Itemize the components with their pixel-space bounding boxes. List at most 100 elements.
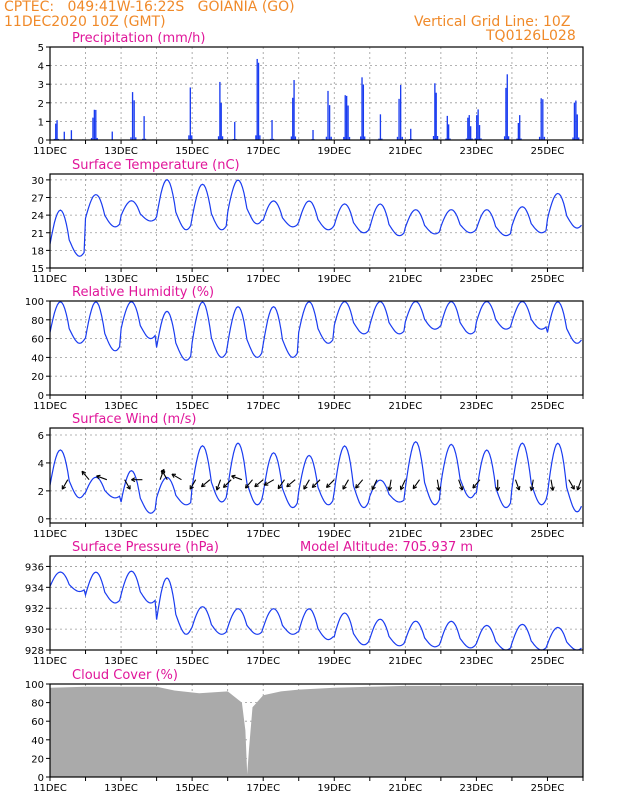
precip-bar [542,99,544,140]
precip-bar [361,77,363,140]
y-tick-label: 4 [38,62,44,73]
wind-arrow-shaft [400,479,406,490]
precip-bar [364,136,366,140]
precip-bar [327,90,329,140]
wind-arrow-head [254,485,259,488]
wind-arrow-head [388,487,393,491]
wind-arrow-head [263,481,267,486]
wind-arrow-head [201,485,206,488]
precip-bar [292,97,294,140]
precip-bar [344,95,346,140]
precip-bar [63,131,65,140]
wind-arrow-shaft [254,479,264,488]
y-tick-label: 21 [31,229,44,240]
wind-arrow-head [161,469,166,473]
wind-arrow-head [216,486,221,491]
precip-bar [95,109,97,140]
precip-bar [256,58,258,140]
y-tick-label: 60 [31,335,44,346]
precip-bar [221,136,224,140]
y-tick-label: 2 [38,487,44,498]
wind-arrow [399,479,406,491]
wind-arrow-head [311,483,314,488]
y-tick-label: 3 [38,80,44,91]
precip-bar [294,136,297,140]
precip-bar [381,138,383,140]
y-tick-label: 932 [25,604,44,615]
wind-arrow-head [529,486,532,491]
precip-bar [90,137,93,140]
y-tick-label: 6 [38,431,44,442]
panel-frame [49,555,584,651]
precip-bar [410,128,412,140]
wind-arrow [263,479,275,486]
x-tick-label: 19DEC [317,783,351,794]
wind-arrow [355,479,364,489]
wind-arrow-shaft [96,475,108,481]
wind-arrow-head [245,486,250,489]
wind-arrow-head [131,479,136,483]
precip-bar [436,136,439,140]
wind-arrow-shaft [264,479,275,486]
wind-arrow-shaft [355,479,364,489]
x-tick-label: 17DEC [246,274,280,285]
precip-bar [480,138,482,140]
wind-arrow-head [371,486,376,491]
precip-bar [70,130,73,140]
y-tick-label: 928 [25,646,44,657]
precip-bar [379,114,382,140]
x-tick-label: 25DEC [531,529,565,540]
wind-arrow [189,479,197,490]
x-tick-label: 23DEC [460,656,494,667]
wind-arrow [342,479,349,490]
wind-arrow-shaft [303,479,310,490]
wind-arrow-head [355,486,360,489]
y-tick-label: 936 [25,562,44,573]
precip-bar [506,74,508,140]
panel-1 [46,173,584,272]
precip-bar [435,92,437,140]
precip-bar [378,138,380,140]
wind-arrow-shaft [550,479,554,491]
precip-bar [476,115,478,140]
precip-bar [575,100,577,140]
x-tick-label: 15DEC [175,146,209,157]
wind-arrow-head [459,486,463,491]
x-tick-label: 21DEC [388,529,422,540]
x-tick-label: 19DEC [317,529,351,540]
wind-arrow-head [550,487,554,491]
precip-bar [188,135,190,140]
wind-arrow-head [81,470,86,474]
y-tick-label: 24 [31,211,44,222]
wind-arrow-shaft [216,479,222,491]
y-tick-label: 4 [38,459,44,470]
x-tick-label: 11DEC [33,274,67,285]
precip-bar [400,85,402,140]
wind-arrow-head [223,485,228,488]
wind-arrow-shaft [568,479,575,490]
wind-arrow-head [200,482,204,487]
panel-title: Surface Temperature (nC) [72,158,240,173]
cloud-cover-area [50,685,583,777]
x-tick-label: 15DEC [175,656,209,667]
y-tick-label: 100 [25,297,44,308]
wind-arrow [325,479,335,488]
precip-bar [474,138,476,140]
wind-arrow [254,479,264,488]
x-tick-label: 21DEC [388,656,422,667]
precip-bar [96,137,98,140]
x-tick-label: 11DEC [33,146,67,157]
x-tick-label: 13DEC [104,146,138,157]
wind-arrow-head [326,485,331,488]
precip-bar [468,115,470,140]
panel-frame [49,683,584,778]
panel-2 [46,300,584,399]
x-tick-label: 21DEC [388,783,422,794]
precip-bar [219,81,221,140]
wind-arrow-head [342,486,347,490]
precip-bar [325,136,328,140]
precip-bar [576,114,578,140]
x-tick-label: 19DEC [317,274,351,285]
y-tick-label: 0 [38,773,44,784]
wind-arrow [161,469,168,480]
